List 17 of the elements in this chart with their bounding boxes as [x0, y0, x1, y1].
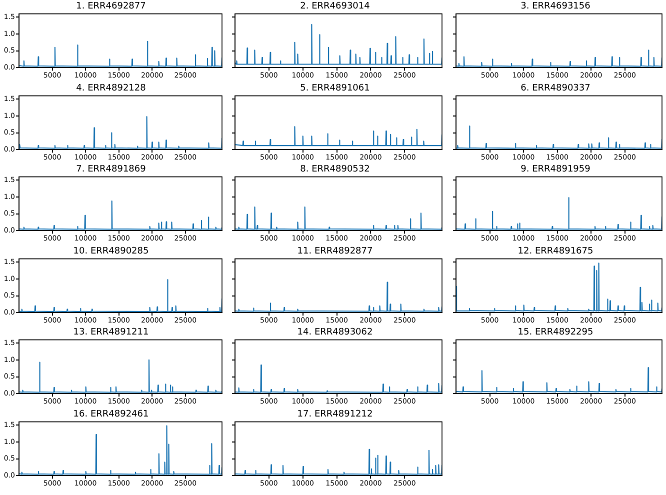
chart-title: 5. ERR4891061 — [300, 84, 370, 94]
chart-title: 2. ERR4693014 — [300, 2, 370, 12]
chart-title: 16. ERR4892461 — [73, 410, 149, 420]
chart-title: 6. ERR4890337 — [520, 84, 590, 94]
chart-title: 9. ERR4891959 — [520, 164, 591, 175]
chart-title: 17. ERR4891212 — [297, 410, 373, 420]
chart-title: 1. ERR4692877 — [76, 2, 146, 12]
chart-title: 14. ERR4893062 — [297, 328, 373, 338]
chart-title: 4. ERR4892128 — [76, 84, 146, 94]
chart-title: 10. ERR4890285 — [73, 246, 149, 257]
chart-title: 3. ERR4693156 — [520, 2, 591, 12]
chart-title: 13. ERR4891211 — [73, 328, 149, 338]
chart-title: 15. ERR4892295 — [518, 328, 594, 338]
chart-title: 11. ERR4892877 — [297, 246, 373, 257]
chart-title: 12. ERR4891675 — [518, 246, 594, 257]
chart-title: 7. ERR4891869 — [76, 164, 146, 175]
chart-title: 8. ERR4890532 — [300, 164, 370, 175]
